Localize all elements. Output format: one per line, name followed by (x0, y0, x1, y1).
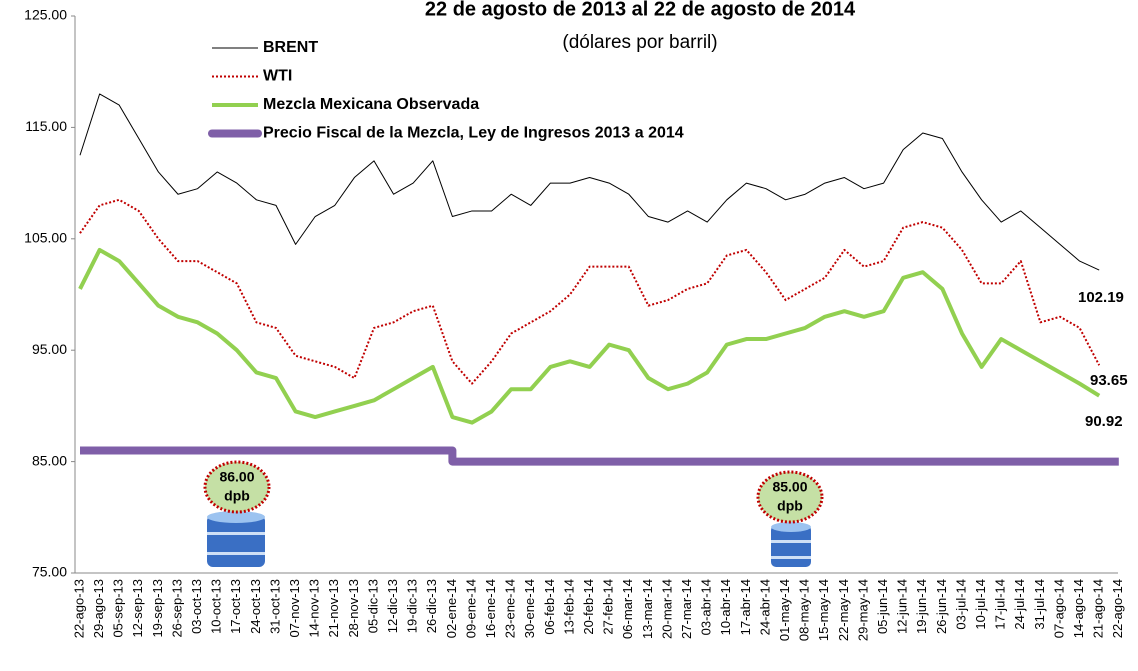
series-line (78, 247, 1101, 425)
x-tick-label: 03-jul-14 (953, 579, 968, 630)
x-tick-label: 03-abr-14 (699, 579, 714, 635)
annotation-value: 85.00 (772, 479, 807, 495)
x-tick-label: 27-mar-14 (679, 579, 694, 639)
x-tick-label: 05-jun-14 (875, 579, 890, 634)
x-tick-label: 30-ene-14 (522, 579, 537, 638)
x-tick-label: 22-ago-14 (1110, 579, 1125, 638)
x-tick-label: 19-dic-13 (405, 579, 420, 633)
legend-label: Precio Fiscal de la Mezcla, Ley de Ingre… (263, 125, 684, 142)
x-tick-label: 02-ene-14 (444, 579, 459, 638)
y-tick-label: 85.00 (32, 452, 67, 468)
x-tick-label: 12-jun-14 (895, 579, 910, 634)
x-tick-label: 26-dic-13 (424, 579, 439, 633)
y-tick-label: 105.00 (24, 230, 67, 246)
series-line (79, 198, 1101, 385)
chart-subtitle: (dólares por barril) (562, 32, 717, 53)
x-tick-label: 29-ago-13 (91, 579, 106, 638)
x-tick-label: 03-oct-13 (189, 579, 204, 634)
annotation-value: 86.00 (219, 469, 254, 485)
legend-label: BRENT (263, 39, 318, 56)
x-tick-label: 06-mar-14 (620, 579, 635, 639)
x-tick-label: 24-jul-14 (1012, 579, 1027, 630)
x-tick-label: 07-ago-14 (1051, 579, 1066, 638)
barrel-icon (771, 522, 811, 567)
x-tick-label: 24-oct-13 (248, 579, 263, 634)
x-tick-label: 20-mar-14 (659, 579, 674, 639)
x-tick-label: 10-abr-14 (718, 579, 733, 635)
annotation-unit: dpb (224, 488, 250, 504)
x-tick-label: 19-jun-14 (914, 579, 929, 634)
x-tick-label: 08-may-14 (797, 579, 812, 641)
x-tick-label: 27-feb-14 (601, 579, 616, 635)
x-tick-label: 09-ene-14 (463, 579, 478, 638)
x-tick-label: 21-nov-13 (326, 579, 341, 638)
x-tick-label: 14-nov-13 (307, 579, 322, 638)
data-label: 102.19 (1078, 289, 1124, 306)
data-label: 93.65 (1090, 372, 1128, 389)
x-tick-label: 28-nov-13 (346, 579, 361, 638)
x-tick-label: 22-ago-13 (71, 579, 86, 638)
legend-label: Mezcla Mexicana Observada (263, 96, 479, 113)
x-tick-label: 29-may-14 (855, 579, 870, 641)
x-tick-label: 06-feb-14 (542, 579, 557, 635)
x-tick-label: 13-mar-14 (640, 579, 655, 639)
annotation-oval (203, 460, 271, 514)
x-tick-label: 31-oct-13 (267, 579, 282, 634)
x-tick-label: 10-oct-13 (209, 579, 224, 634)
x-tick-label: 12-dic-13 (385, 579, 400, 633)
x-tick-label: 26-jun-14 (934, 579, 949, 634)
x-tick-label: 21-ago-14 (1091, 579, 1106, 638)
x-tick-label: 17-abr-14 (738, 579, 753, 635)
data-label: 90.92 (1085, 413, 1123, 430)
x-tick-label: 14-ago-14 (1071, 579, 1086, 638)
x-tick-label: 16-ene-14 (483, 579, 498, 638)
x-tick-label: 23-ene-14 (503, 579, 518, 638)
annotation-unit: dpb (777, 498, 803, 514)
x-tick-label: 17-oct-13 (228, 579, 243, 634)
barrel-icon (207, 511, 265, 567)
x-tick-label: 07-nov-13 (287, 579, 302, 638)
x-tick-label: 20-feb-14 (581, 579, 596, 635)
chart-title: 22 de agosto de 2013 al 22 de agosto de … (425, 0, 856, 20)
x-tick-label: 01-may-14 (777, 579, 792, 641)
x-tick-label: 22-may-14 (836, 579, 851, 641)
x-tick-label: 17-jul-14 (993, 579, 1008, 630)
legend-label: WTI (263, 68, 292, 85)
series-line (80, 446, 1119, 466)
x-tick-label: 05-sep-13 (111, 579, 126, 638)
x-tick-label: 10-jul-14 (973, 579, 988, 630)
x-tick-label: 15-may-14 (816, 579, 831, 641)
y-tick-label: 115.00 (25, 118, 67, 134)
x-tick-label: 12-sep-13 (130, 579, 145, 638)
x-tick-label: 05-dic-13 (365, 579, 380, 633)
x-tick-label: 24-abr-14 (757, 579, 772, 635)
x-tick-label: 13-feb-14 (561, 579, 576, 635)
annotation-oval (756, 470, 824, 524)
x-tick-label: 26-sep-13 (169, 579, 184, 638)
x-tick-label: 19-sep-13 (150, 579, 165, 638)
y-tick-label: 75.00 (32, 564, 67, 580)
y-tick-label: 125.00 (24, 7, 67, 23)
x-tick-label: 31-jul-14 (1032, 579, 1047, 630)
y-tick-label: 95.00 (32, 341, 67, 357)
series-line (79, 93, 1100, 271)
